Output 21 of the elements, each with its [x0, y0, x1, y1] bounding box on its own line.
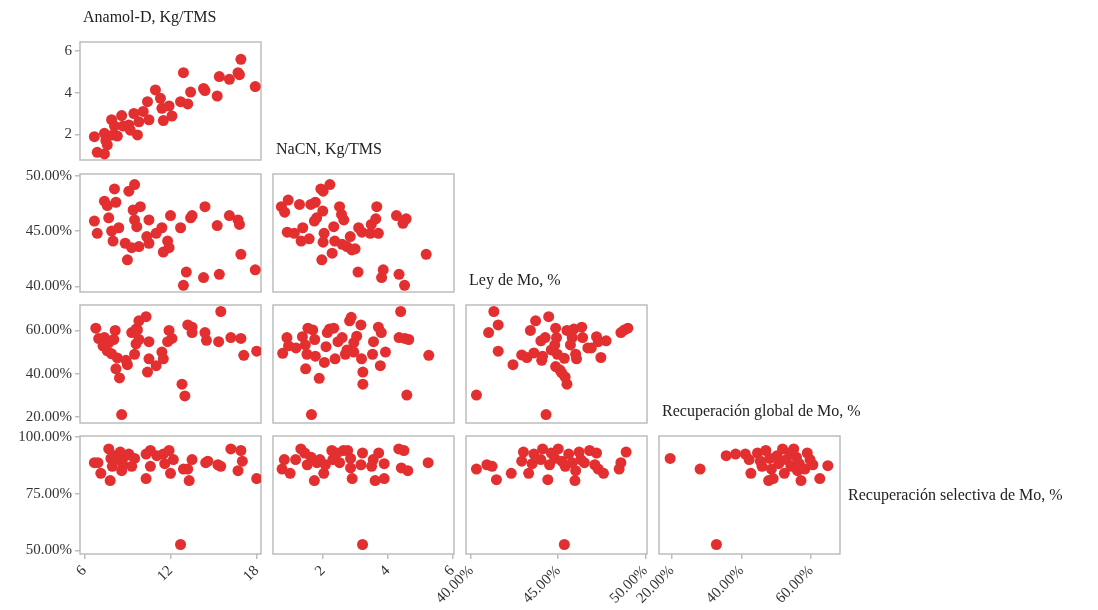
y-tick-label: 50.00%	[25, 166, 72, 183]
x-tick-label: 18	[239, 561, 262, 584]
text: Recuperación selectiva de Mo, %	[848, 486, 1063, 504]
y-tick-label: 2	[64, 125, 72, 142]
y-tick-label: 6	[64, 41, 73, 58]
y-tick-label: 20.00%	[25, 408, 72, 425]
y-tick-label: 45.00%	[25, 222, 72, 238]
y-tick-label: 4	[64, 83, 73, 100]
y-tick-label: 50.00%	[25, 541, 72, 558]
chart-title: Recuperación global de Mo, %	[662, 402, 861, 420]
x-tick-label: 4	[376, 561, 393, 579]
chart-title: NaCN, Kg/TMS	[276, 140, 382, 158]
y-tick-label: 60.00%	[25, 321, 72, 338]
y-tick-label: 40.00%	[25, 277, 72, 294]
chart-title: Anamol-D, Kg/TMS	[83, 8, 217, 26]
y-tick-label: 75.00%	[25, 484, 72, 501]
chart-title: Ley de Mo, %	[469, 271, 561, 289]
x-tick-label: 12	[153, 561, 176, 584]
y-tick-label: 40.00%	[25, 364, 72, 381]
y-tick-label: 100.00%	[18, 428, 72, 445]
x-tick-label: 2	[311, 561, 328, 579]
